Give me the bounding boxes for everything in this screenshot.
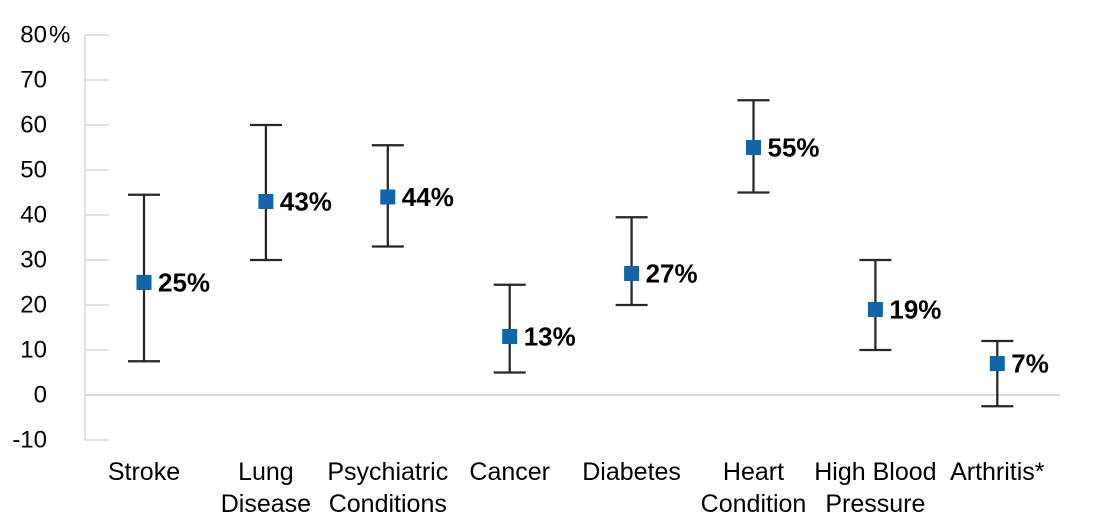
data-point-psychiatric-conditions: 44% [371,144,454,248]
data-point-lung-disease: 43% [249,123,332,262]
y-tick-label-0: 0 [34,382,47,409]
marker-lung-disease [258,194,274,209]
x-label-high-blood-pressure-line2: Pressure [825,490,925,518]
value-label-heart-condition: 55% [768,133,820,163]
data-point-stroke: 25% [128,193,210,363]
y-tick-label-60: 60 [20,112,47,139]
data-point-cancer: 13% [493,283,576,374]
data-point-diabetes: 27% [615,216,698,307]
data-point-heart-condition: 55% [737,99,820,194]
marker-psychiatric-conditions [380,189,396,205]
y-tick-label-20: 20 [20,292,47,319]
x-label-psychiatric-conditions-line2: Conditions [329,490,447,518]
value-label-psychiatric-conditions: 44% [402,182,454,212]
y-tick-suffix-80: % [49,22,70,49]
y-tick-label-30: 30 [20,247,47,274]
data-point-high-blood-pressure: 19% [859,258,941,352]
value-label-diabetes: 27% [646,259,698,289]
x-label-lung-disease-line1: Lung [238,458,294,486]
x-label-arthritis-line1: Arthritis* [950,458,1045,486]
marker-stroke [136,275,152,290]
value-label-high-blood-pressure: 19% [889,295,941,325]
x-label-heart-condition-line2: Condition [701,490,807,518]
marker-diabetes [624,266,640,281]
y-tick-label-50: 50 [20,157,47,184]
y-tick-label-10: 10 [20,337,47,364]
marker-arthritis [989,356,1005,371]
x-label-cancer-line1: Cancer [469,458,550,486]
y-tick-label--10: -10 [12,427,47,454]
x-label-lung-disease-line2: Disease [221,490,311,518]
x-label-stroke-line1: Stroke [108,458,180,486]
value-label-stroke: 25% [158,268,210,298]
y-tick-label-80: 80 [20,22,47,49]
y-tick-label-40: 40 [20,202,47,229]
x-label-diabetes-line1: Diabetes [582,458,681,486]
value-label-lung-disease: 43% [280,187,332,217]
x-category-labels: Stroke Lung Disease Psychiatric Conditions Ca… [108,458,1045,518]
y-axis [84,34,109,441]
x-label-high-blood-pressure-line1: High Blood [814,458,936,486]
value-label-cancer: 13% [524,322,576,352]
y-tick-labels: 80 %70 60 50 40 30 20 10 0 -10 [12,22,70,454]
marker-heart-condition [746,140,761,155]
data-point-arthritis: 7% [981,339,1049,408]
value-label-arthritis: 7% [1011,349,1049,379]
series-points: 25% 43% 44% 13% 27% 55% 19% 7% [128,99,1049,408]
marker-high-blood-pressure [867,302,883,317]
x-label-heart-condition-line1: Heart [723,458,784,486]
x-label-psychiatric-conditions-line1: Psychiatric [327,458,448,486]
y-tick-label-70: 70 [20,67,47,94]
marker-cancer [502,329,518,344]
